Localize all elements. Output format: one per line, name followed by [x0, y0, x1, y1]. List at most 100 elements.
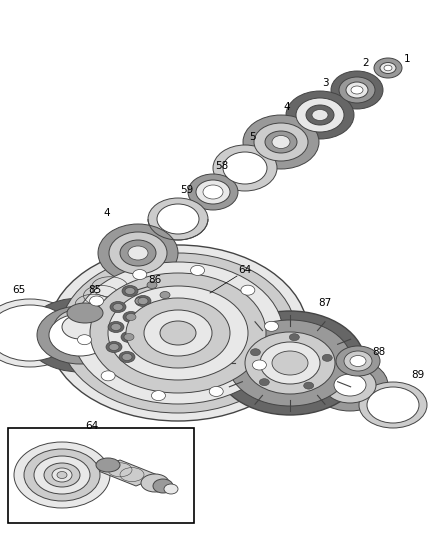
- Text: 88: 88: [372, 347, 385, 357]
- Ellipse shape: [62, 315, 98, 339]
- Ellipse shape: [108, 286, 248, 380]
- Text: 64: 64: [85, 421, 98, 431]
- Ellipse shape: [133, 270, 147, 279]
- Polygon shape: [67, 270, 136, 321]
- Ellipse shape: [122, 286, 138, 296]
- Text: 65: 65: [12, 285, 25, 295]
- Text: 89: 89: [411, 370, 424, 380]
- Ellipse shape: [265, 321, 279, 332]
- Ellipse shape: [223, 152, 267, 184]
- Ellipse shape: [157, 204, 199, 234]
- Text: 3: 3: [322, 78, 328, 88]
- Text: 87: 87: [318, 298, 331, 308]
- Ellipse shape: [24, 449, 100, 501]
- Ellipse shape: [384, 65, 392, 71]
- Ellipse shape: [78, 335, 92, 345]
- Ellipse shape: [312, 109, 328, 120]
- Ellipse shape: [106, 342, 122, 352]
- Polygon shape: [96, 460, 160, 486]
- Ellipse shape: [336, 346, 380, 376]
- Text: 4: 4: [283, 102, 290, 112]
- Ellipse shape: [251, 349, 261, 356]
- Ellipse shape: [146, 327, 156, 335]
- Ellipse shape: [67, 303, 103, 323]
- Ellipse shape: [135, 297, 145, 304]
- Ellipse shape: [152, 391, 166, 401]
- Ellipse shape: [123, 311, 139, 322]
- Ellipse shape: [241, 285, 255, 295]
- Ellipse shape: [334, 374, 366, 396]
- Ellipse shape: [110, 302, 126, 312]
- Bar: [8, 428, 194, 523]
- Ellipse shape: [125, 287, 135, 295]
- Ellipse shape: [160, 321, 196, 345]
- Ellipse shape: [147, 281, 157, 288]
- Ellipse shape: [109, 343, 119, 351]
- Ellipse shape: [120, 240, 156, 266]
- Text: 59: 59: [180, 185, 193, 195]
- Ellipse shape: [0, 299, 80, 367]
- Ellipse shape: [153, 479, 173, 493]
- Ellipse shape: [126, 298, 230, 368]
- Ellipse shape: [296, 98, 344, 132]
- Ellipse shape: [49, 314, 111, 356]
- Ellipse shape: [60, 253, 296, 413]
- Ellipse shape: [380, 62, 396, 74]
- Ellipse shape: [14, 442, 110, 508]
- Ellipse shape: [52, 468, 72, 482]
- Ellipse shape: [90, 273, 266, 393]
- Ellipse shape: [290, 334, 299, 341]
- Ellipse shape: [141, 474, 169, 492]
- Ellipse shape: [160, 292, 170, 298]
- Ellipse shape: [135, 295, 151, 306]
- Ellipse shape: [259, 378, 269, 386]
- Ellipse shape: [25, 298, 135, 372]
- Ellipse shape: [101, 371, 115, 381]
- Ellipse shape: [131, 337, 141, 344]
- Ellipse shape: [138, 297, 148, 304]
- Ellipse shape: [37, 306, 123, 364]
- Ellipse shape: [133, 318, 143, 325]
- Text: 1: 1: [404, 54, 411, 64]
- Ellipse shape: [73, 262, 283, 404]
- Ellipse shape: [119, 351, 135, 362]
- Ellipse shape: [34, 456, 90, 494]
- Ellipse shape: [312, 359, 388, 411]
- Ellipse shape: [203, 185, 223, 199]
- Ellipse shape: [144, 310, 212, 356]
- Ellipse shape: [54, 309, 106, 345]
- Ellipse shape: [245, 332, 335, 394]
- Ellipse shape: [243, 115, 319, 169]
- Ellipse shape: [148, 308, 158, 314]
- Ellipse shape: [124, 334, 134, 341]
- Ellipse shape: [322, 354, 332, 361]
- Ellipse shape: [272, 351, 308, 375]
- Ellipse shape: [128, 246, 148, 260]
- Ellipse shape: [48, 245, 308, 421]
- Ellipse shape: [324, 367, 376, 403]
- Ellipse shape: [148, 198, 208, 240]
- Text: 4: 4: [103, 208, 110, 218]
- Ellipse shape: [121, 332, 137, 343]
- Ellipse shape: [304, 382, 314, 389]
- Ellipse shape: [108, 321, 124, 333]
- Ellipse shape: [272, 135, 290, 149]
- Ellipse shape: [96, 458, 120, 472]
- Ellipse shape: [196, 180, 230, 204]
- Ellipse shape: [0, 305, 72, 361]
- Ellipse shape: [228, 320, 352, 406]
- Ellipse shape: [213, 145, 277, 191]
- Ellipse shape: [109, 232, 167, 274]
- Ellipse shape: [286, 91, 354, 139]
- Ellipse shape: [359, 382, 427, 428]
- Text: 86: 86: [148, 275, 161, 285]
- Ellipse shape: [57, 472, 67, 479]
- Ellipse shape: [215, 311, 365, 415]
- Ellipse shape: [346, 82, 368, 98]
- Ellipse shape: [44, 463, 80, 487]
- Ellipse shape: [209, 386, 223, 397]
- Ellipse shape: [90, 296, 104, 306]
- Ellipse shape: [306, 105, 334, 125]
- Ellipse shape: [188, 174, 238, 210]
- Text: 5: 5: [249, 132, 256, 142]
